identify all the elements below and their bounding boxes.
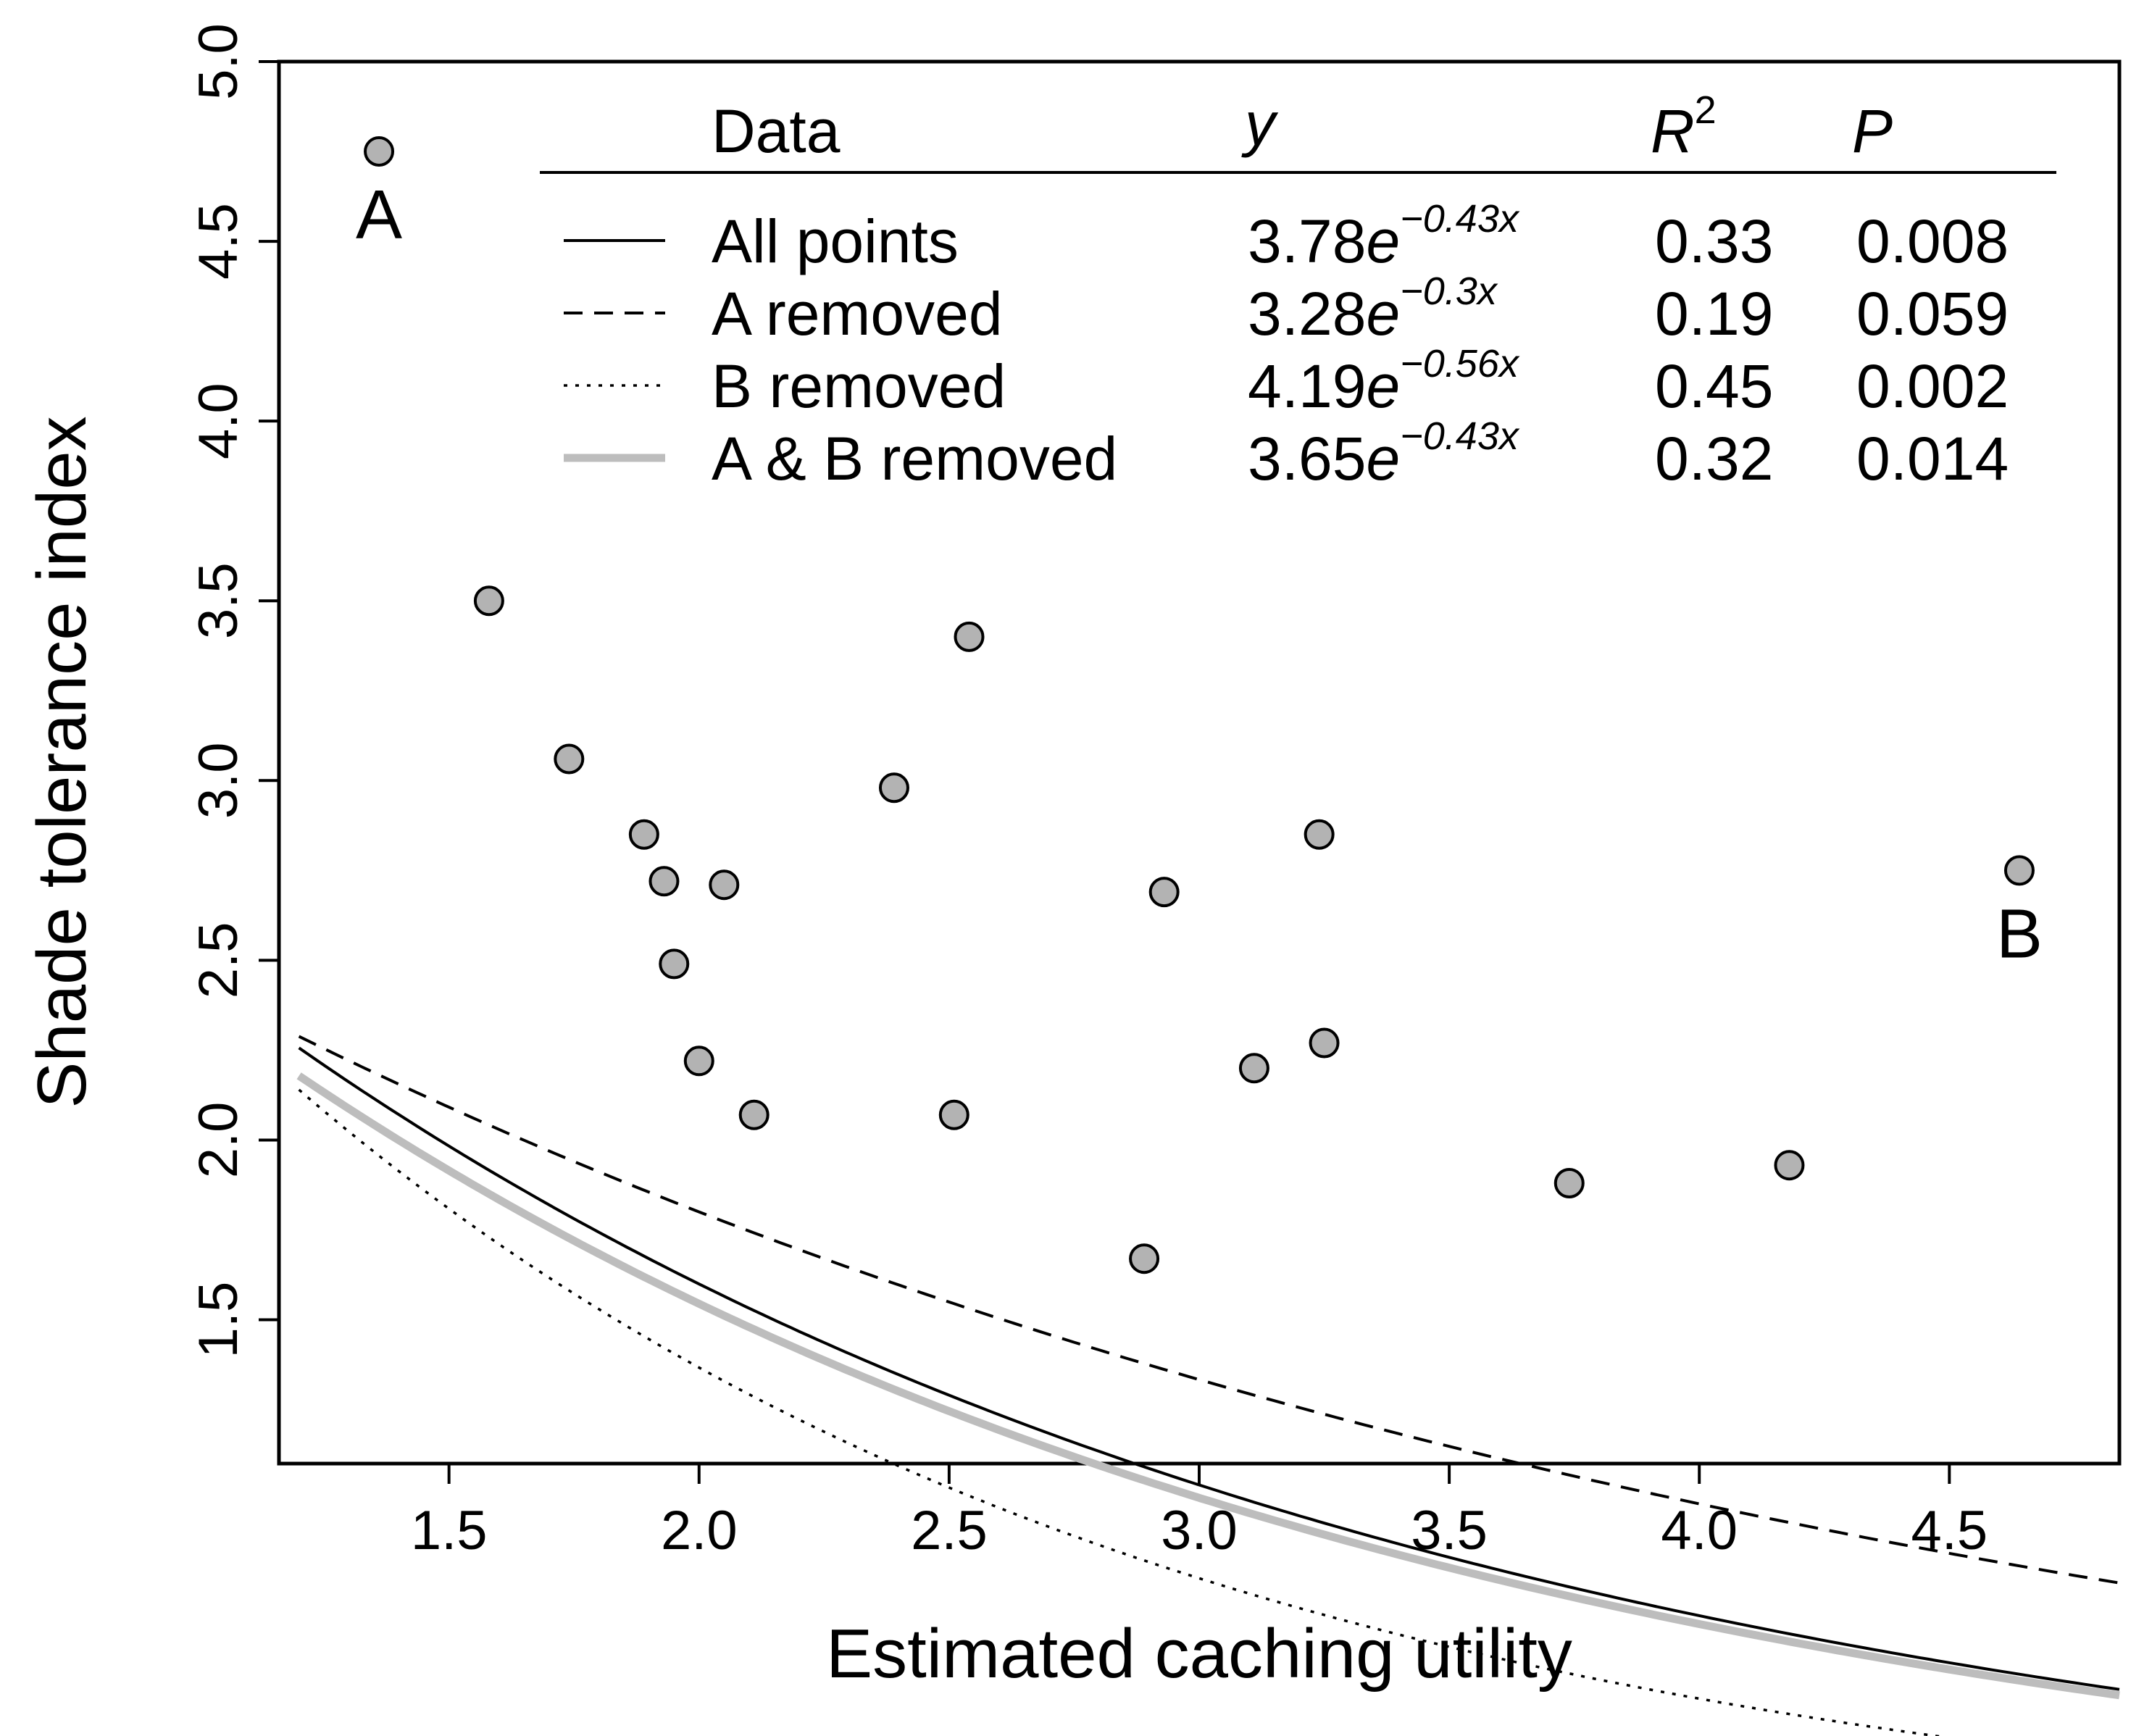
legend-equation-a-b-removed: 3.65e−0.43x <box>1248 414 1520 493</box>
point-labels: AB <box>356 176 2043 972</box>
x-tick-label: 2.5 <box>911 1500 988 1561</box>
data-point <box>1238 1053 1269 1084</box>
data-point <box>2003 855 2035 886</box>
x-axis-title: Estimated caching utility <box>826 1615 1572 1693</box>
legend: Data y R2 P All points 3.78e−0.43x 0.33 0.0… <box>540 88 2056 493</box>
data-point <box>1309 1027 1340 1059</box>
data-point <box>554 743 585 775</box>
legend-p-a-b-removed: 0.014 <box>1856 425 2009 493</box>
data-point <box>628 819 659 850</box>
legend-r2-all-points: 0.33 <box>1655 207 1774 275</box>
y-axis-title: Shade tolerance index <box>23 416 101 1108</box>
legend-p-a-removed: 0.059 <box>1856 280 2009 348</box>
point-label-a: A <box>356 176 402 254</box>
legend-header-r2-sup: 2 <box>1695 88 1717 132</box>
y-tick-label: 1.5 <box>188 1282 249 1359</box>
legend-header-r2-base: R <box>1651 97 1695 165</box>
data-point <box>1129 1243 1160 1274</box>
x-tick-label: 3.5 <box>1411 1500 1488 1561</box>
y-tick-label: 3.5 <box>188 562 249 639</box>
data-point <box>1148 877 1180 908</box>
legend-header-p: P <box>1852 97 1893 165</box>
legend-name-a-b-removed: A & B removed <box>712 425 1117 493</box>
curve-a-removed <box>298 1035 2120 1585</box>
data-point <box>938 1099 969 1130</box>
x-tick-label: 1.5 <box>411 1500 488 1561</box>
data-point <box>683 1046 714 1077</box>
y-tick-label: 5.0 <box>188 23 249 100</box>
legend-r2-a-b-removed: 0.32 <box>1655 425 1774 493</box>
legend-p-b-removed: 0.002 <box>1856 352 2009 420</box>
point-label-b: B <box>1996 895 2043 972</box>
data-point <box>1774 1150 1805 1181</box>
x-axis: 1.5 2.0 2.5 3.0 3.5 4.0 4.5 <box>411 1462 1988 1561</box>
legend-rows: All points 3.78e−0.43x 0.33 0.008 A removed 3… <box>564 197 2009 493</box>
data-point <box>473 585 504 617</box>
legend-header-data: Data <box>712 97 841 165</box>
x-tick-label: 4.5 <box>1911 1500 1988 1561</box>
y-axis: 1.5 2.0 2.5 3.0 3.5 4.0 4.5 5.0 <box>188 23 280 1359</box>
data-point <box>738 1099 770 1130</box>
fit-curves <box>296 1035 2120 1736</box>
x-tick-label: 2.0 <box>661 1500 738 1561</box>
legend-p-all-points: 0.008 <box>1856 207 2009 275</box>
data-point <box>878 772 909 804</box>
legend-equation-a-removed: 3.28e−0.3x <box>1248 270 1498 348</box>
curve-a-b-removed <box>296 1072 2120 1700</box>
y-tick-label: 3.0 <box>188 742 249 819</box>
curve-all-points <box>298 1046 2120 1691</box>
y-tick-label: 4.5 <box>188 203 249 280</box>
y-tick-label: 2.0 <box>188 1102 249 1179</box>
data-point <box>1304 819 1335 850</box>
legend-name-a-removed: A removed <box>712 280 1003 348</box>
legend-header-y: y <box>1241 90 1279 158</box>
legend-equation-b-removed: 4.19e−0.56x <box>1248 342 1520 420</box>
data-point <box>954 621 985 652</box>
y-tick-label: 2.5 <box>188 922 249 999</box>
legend-r2-b-removed: 0.45 <box>1655 352 1774 420</box>
data-point <box>659 948 690 980</box>
legend-equation-all-points: 3.78e−0.43x <box>1248 197 1520 275</box>
data-point <box>709 869 740 901</box>
y-tick-label: 4.0 <box>188 383 249 459</box>
legend-r2-a-removed: 0.19 <box>1655 280 1774 348</box>
legend-name-all-points: All points <box>712 207 959 275</box>
legend-header-r2: R2 <box>1651 88 1717 165</box>
legend-name-b-removed: B removed <box>712 352 1006 420</box>
data-point <box>1553 1168 1585 1198</box>
x-tick-label: 3.0 <box>1161 1500 1238 1561</box>
data-point <box>364 136 395 167</box>
data-points <box>364 136 2035 1274</box>
data-point <box>648 866 680 897</box>
